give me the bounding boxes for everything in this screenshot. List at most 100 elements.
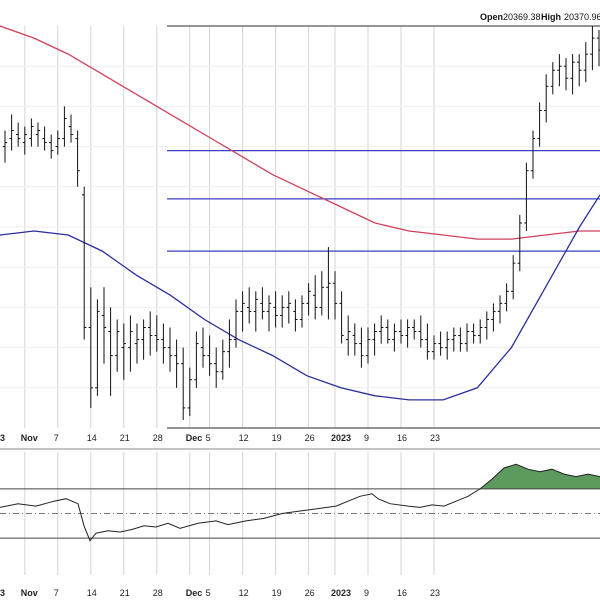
ohlc-bar	[517, 214, 522, 272]
x-axis-tick-label: 19	[272, 433, 282, 443]
x-axis-tick-label: Dec	[186, 433, 203, 443]
indicator-x-axis-tick-label: 26	[305, 588, 315, 598]
ohlc-bar	[504, 283, 509, 312]
overbought-area	[480, 464, 600, 489]
ohlc-bar	[167, 327, 173, 372]
ohlc-bar	[405, 319, 410, 348]
x-axis-tick-label: 5	[206, 433, 211, 443]
x-axis-tick-label-fragment: 3	[0, 433, 5, 443]
indicator-x-axis-tick-label: 5	[206, 588, 211, 598]
ohlc-bar	[148, 311, 153, 356]
ohlc-bar	[194, 331, 199, 388]
ohlc-bar	[372, 323, 377, 356]
x-axis-tick-label: 9	[364, 433, 369, 443]
ohlc-bar	[174, 339, 179, 388]
indicator-x-axis-tick-label: 23	[430, 588, 440, 598]
ohlc-bar	[9, 114, 14, 151]
ohlc-bar	[115, 319, 120, 372]
ohlc-bar	[418, 315, 423, 348]
ohlc-bar	[544, 74, 549, 123]
x-axis-tick-label: 16	[397, 433, 407, 443]
ohlc-bar	[55, 130, 60, 155]
ohlc-bar	[42, 126, 47, 151]
ohlc-bar	[385, 319, 390, 344]
ohlc-bar	[88, 287, 93, 408]
indicator-x-axis-tick-label: 21	[120, 588, 130, 598]
x-axis-tick-label: 14	[87, 433, 97, 443]
x-axis-tick-label: 7	[54, 433, 59, 443]
x-axis-tick-label: 23	[430, 433, 440, 443]
ohlc-bar	[590, 26, 595, 71]
indicator-x-axis-tick-label-fragment: 3	[0, 588, 5, 598]
ohlc-bar	[412, 319, 417, 340]
ohlc-bar	[2, 130, 8, 163]
ohlc-bar	[247, 287, 252, 324]
ohlc-bar	[346, 315, 351, 356]
ohlc-bar	[128, 315, 133, 372]
indicator-panel: 3 Nov 7 14 21 28 Dec 5 12 19 26 2023 9 16 23	[0, 448, 600, 598]
indicator-x-axis-tick-label: 2023	[331, 588, 351, 598]
ohlc-bar	[227, 319, 232, 368]
ohlc-bar	[187, 367, 192, 416]
x-axis-tick-label: Nov	[21, 433, 38, 443]
ohlc-bar	[537, 102, 542, 147]
ohlc-bar	[280, 295, 285, 328]
ohlc-bar	[240, 291, 245, 332]
x-axis-tick-label: 21	[120, 433, 130, 443]
ohlc-bar	[326, 247, 331, 320]
ohlc-bar	[431, 335, 437, 360]
ohlc-bar	[577, 54, 582, 87]
ohlc-bar	[445, 331, 450, 360]
ohlc-bar	[16, 122, 21, 147]
ohlc-bar	[458, 327, 463, 352]
ohlc-bar	[29, 118, 34, 147]
ohlc-bar	[332, 271, 338, 320]
ohlc-bar	[339, 291, 344, 344]
ohlc-bar	[392, 323, 397, 352]
ohlc-bar	[438, 331, 443, 356]
x-axis-tick-label: 2023	[331, 433, 351, 443]
ohlc-bar	[49, 134, 54, 159]
ohlc-bar	[511, 255, 516, 300]
ohlc-bar	[583, 42, 588, 83]
ohlc-bar	[563, 58, 569, 91]
ohlc-bar	[286, 291, 291, 324]
ohlc-bar	[398, 319, 404, 344]
price-panel: 3 Nov 7 14 21 28 Dec 5 12 19 26 2023 9 16 23	[0, 25, 600, 443]
indicator-line	[0, 463, 600, 542]
ohlc-bar	[266, 295, 272, 332]
indicator-x-axis-tick-label: Nov	[21, 588, 38, 598]
ohlc-bar	[570, 54, 575, 95]
indicator-x-axis-tick-label: 12	[239, 588, 249, 598]
ohlc-bar	[497, 295, 503, 324]
ohlc-bar	[68, 114, 74, 143]
ohlc-bar	[299, 295, 305, 328]
ohlc-bar	[306, 283, 311, 316]
indicator-x-axis-tick-label: 9	[364, 588, 369, 598]
indicator-x-axis-tick-label: 7	[54, 588, 59, 598]
ohlc-bar	[22, 126, 27, 155]
ohlc-bar	[200, 327, 206, 368]
ohlc-bar	[464, 323, 470, 352]
ohlc-bar	[478, 319, 483, 344]
x-axis-tick-label: 12	[239, 433, 249, 443]
ohlc-bar	[596, 30, 600, 67]
ohlc-bar	[524, 162, 529, 232]
x-axis-tick-label: 28	[153, 433, 163, 443]
ohlc-bar	[181, 347, 186, 420]
moving-average-slow	[0, 25, 600, 240]
ohlc-bar	[220, 339, 225, 380]
x-axis-tick-label: 26	[305, 433, 315, 443]
ohlc-bar	[154, 315, 159, 352]
high-value: 20370.96	[564, 12, 600, 22]
ohlc-bar	[319, 271, 324, 316]
ohlc-bar	[379, 315, 384, 344]
ohlc-bar	[359, 327, 364, 368]
ohlc-bar	[273, 291, 278, 328]
ohlc-bar	[550, 62, 555, 95]
ohlc-bar	[293, 299, 298, 332]
ohlc-bar	[108, 307, 113, 396]
ohlc-bar	[425, 323, 430, 360]
ohlc-header: Open 20369.38 High 20370.96	[480, 12, 600, 22]
indicator-x-axis-tick-label: 14	[87, 588, 97, 598]
